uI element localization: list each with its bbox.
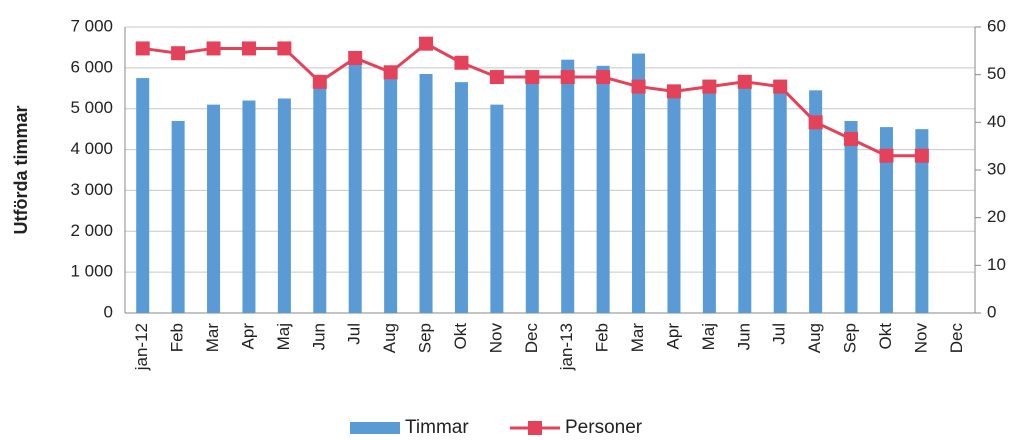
x-tick-label: Okt (451, 323, 470, 350)
x-tick-label: Nov (911, 323, 930, 354)
y-tick-label: 5 000 (70, 98, 113, 117)
y2-tick-label: 0 (987, 302, 996, 321)
y-tick-label: 6 000 (70, 57, 113, 76)
x-tick-label: Feb (168, 323, 187, 352)
bar (915, 129, 929, 313)
marker (419, 36, 434, 51)
x-tick-label: Nov (486, 323, 505, 354)
bar (419, 73, 433, 313)
x-tick-label: Dec (947, 323, 966, 354)
marker (773, 79, 788, 94)
y2-tick-label: 40 (987, 112, 1006, 131)
x-tick-label: Aug (380, 323, 399, 353)
y-tick-label: 2 000 (70, 221, 113, 240)
x-tick-label: Jun (309, 323, 328, 350)
x-tick-label: Feb (593, 323, 612, 352)
marker (914, 148, 929, 163)
marker (135, 41, 150, 56)
bar (738, 84, 752, 313)
bar (490, 104, 504, 313)
y-tick-label: 7 000 (70, 16, 113, 35)
marker (844, 132, 859, 147)
x-tick-label: Aug (805, 323, 824, 353)
marker (737, 74, 752, 89)
bar (454, 82, 468, 314)
bar (313, 84, 327, 313)
x-tick-label: Okt (876, 323, 895, 350)
bar (384, 71, 398, 313)
marker (702, 79, 717, 94)
legend-swatch (350, 422, 400, 434)
y-tick-label: 3 000 (70, 180, 113, 199)
legend-label: Timmar (405, 417, 469, 438)
bar (632, 53, 646, 314)
legend-label: Personer (565, 417, 643, 438)
marker (596, 70, 611, 85)
marker (277, 41, 292, 56)
marker (348, 50, 363, 65)
x-tick-label: Maj (274, 323, 293, 350)
y2-tick-label: 60 (987, 16, 1006, 35)
y2-tick-label: 30 (987, 159, 1006, 178)
y2-tick-label: 50 (987, 64, 1006, 83)
bar (844, 120, 858, 313)
bar (596, 65, 610, 313)
bar (773, 88, 787, 314)
y2-tick-label: 10 (987, 255, 1006, 274)
y-tick-label: 1 000 (70, 262, 113, 281)
y-tick-label: 0 (104, 302, 113, 321)
bar (525, 71, 539, 313)
x-tick-label: jan-13 (557, 323, 576, 371)
x-tick-label: Apr (663, 323, 682, 350)
x-tick-label: Sep (416, 323, 435, 353)
y-tick-label: 4 000 (70, 139, 113, 158)
marker (666, 84, 681, 99)
bar (207, 104, 221, 313)
legend-swatch (528, 421, 542, 435)
y2-tick-label: 20 (987, 207, 1006, 226)
marker (171, 46, 186, 61)
marker (560, 70, 575, 85)
bar (561, 59, 575, 313)
y-axis-label: Utförda timmar (11, 105, 31, 234)
x-tick-label: Sep (841, 323, 860, 353)
x-tick-label: jan-12 (132, 323, 151, 371)
bar (136, 78, 150, 313)
marker (383, 65, 398, 80)
bar (348, 59, 362, 313)
x-tick-label: Dec (522, 323, 541, 354)
bar (242, 100, 256, 314)
bar (667, 88, 681, 314)
x-tick-label: Maj (699, 323, 718, 350)
marker (454, 55, 469, 70)
bar (879, 127, 893, 313)
marker (525, 70, 540, 85)
bar (171, 120, 185, 313)
marker (489, 70, 504, 85)
x-tick-label: Apr (238, 323, 257, 350)
x-tick-label: Jun (734, 323, 753, 350)
marker (879, 148, 894, 163)
marker (312, 74, 327, 89)
bar (809, 90, 823, 313)
x-tick-label: Jul (770, 323, 789, 345)
marker (808, 115, 823, 130)
x-tick-label: Jul (345, 323, 364, 345)
x-tick-label: Mar (203, 323, 222, 353)
marker (631, 79, 646, 94)
marker (206, 41, 221, 56)
marker (241, 41, 256, 56)
bar (702, 88, 716, 314)
x-tick-label: Mar (628, 323, 647, 353)
bar (277, 98, 291, 313)
